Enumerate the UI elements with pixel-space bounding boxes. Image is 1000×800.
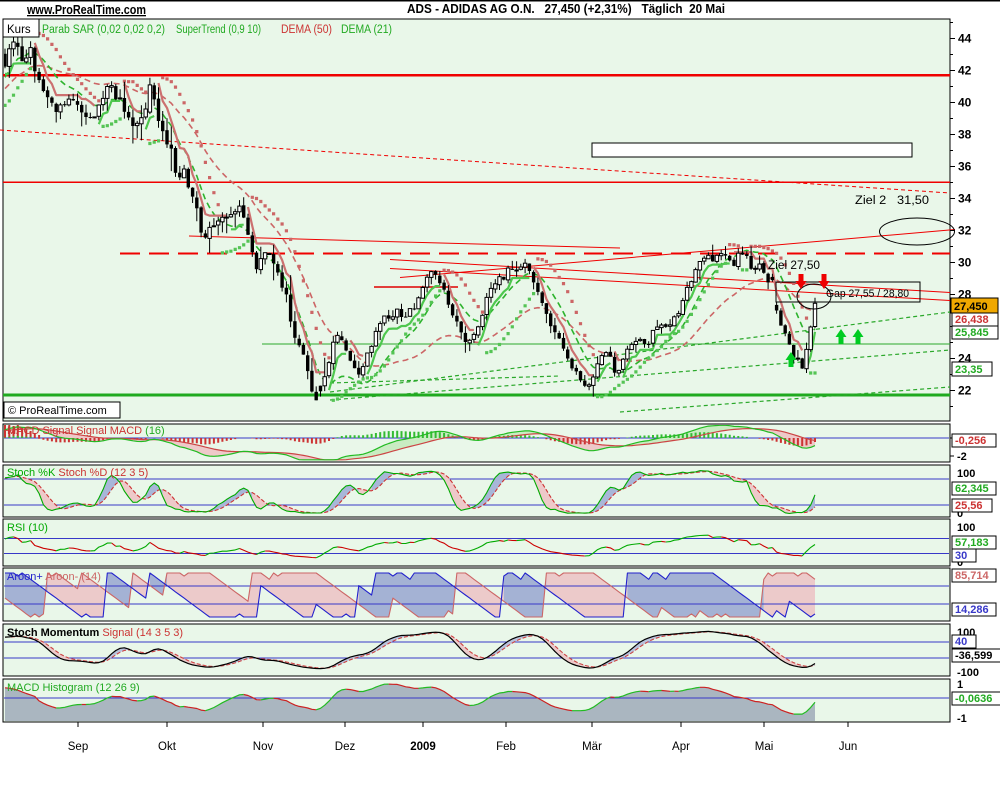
svg-text:Dez: Dez	[335, 741, 356, 753]
svg-text:32: 32	[958, 224, 972, 238]
svg-text:-0,0636: -0,0636	[955, 693, 992, 705]
svg-text:40: 40	[958, 96, 972, 110]
svg-text:34: 34	[958, 192, 972, 206]
svg-text:-1: -1	[957, 713, 967, 725]
svg-text:Feb: Feb	[496, 741, 516, 753]
svg-text:ADS - ADIDAS AG O.N. 27,450: ADS - ADIDAS AG O.N. 27,450 (+2,31%) Täg…	[407, 1, 725, 16]
svg-text:23,35: 23,35	[955, 364, 983, 376]
svg-text:44: 44	[958, 32, 972, 46]
svg-text:Stoch Momentum Signal (14 3 5: Stoch Momentum Signal (14 3 5 3)	[7, 627, 183, 639]
svg-text:MACD Histogram (12 26 9): MACD Histogram (12 26 9)	[7, 682, 140, 694]
svg-text:SuperTrend (0,9 10): SuperTrend (0,9 10)	[176, 24, 261, 36]
svg-text:100: 100	[957, 468, 975, 480]
svg-text:↑: ↑	[759, 261, 764, 272]
svg-text:26,438: 26,438	[955, 314, 989, 326]
svg-text:Nov: Nov	[253, 741, 274, 753]
svg-text:Parab SAR (0,02 0,02 0,2): Parab SAR (0,02 0,02 0,2)	[42, 24, 165, 36]
svg-text:MACD Signal Signal MACD (16): MACD Signal Signal MACD (16)	[7, 425, 165, 437]
svg-text:Mai: Mai	[755, 741, 774, 753]
svg-text:85,714: 85,714	[955, 570, 990, 582]
svg-text:www.ProRealTime.com: www.ProRealTime.com	[26, 2, 146, 17]
svg-text:Mär: Mär	[582, 741, 602, 753]
svg-text:Apr: Apr	[672, 741, 690, 753]
svg-text:36: 36	[958, 160, 972, 174]
svg-text:0: 0	[957, 557, 963, 569]
svg-text:Kurs: Kurs	[7, 24, 31, 36]
svg-text:-36,599: -36,599	[955, 650, 992, 662]
svg-text:DEMA (21): DEMA (21)	[341, 24, 392, 36]
svg-text:1: 1	[957, 679, 963, 691]
svg-text:38: 38	[958, 128, 972, 142]
svg-text:0: 0	[957, 508, 963, 520]
svg-text:27,450: 27,450	[954, 301, 988, 313]
svg-text:2009: 2009	[410, 741, 436, 753]
svg-text:100: 100	[957, 522, 975, 534]
svg-text:Ziel 27,50: Ziel 27,50	[768, 260, 820, 272]
svg-text:Ziel 2 31,50: Ziel 2 31,50	[855, 195, 929, 207]
svg-text:25,845: 25,845	[955, 327, 989, 339]
svg-text:© ProRealTime.com: © ProRealTime.com	[8, 405, 107, 417]
svg-text:-100: -100	[957, 667, 979, 679]
svg-text:14,286: 14,286	[955, 604, 989, 616]
svg-text:62,345: 62,345	[955, 483, 989, 495]
svg-text:30: 30	[958, 256, 972, 270]
svg-text:RSI (10): RSI (10)	[7, 522, 48, 534]
svg-text:Aroon+ Aroon- (14): Aroon+ Aroon- (14)	[7, 571, 101, 583]
svg-text:30: 30	[955, 550, 967, 562]
svg-text:40: 40	[955, 636, 967, 648]
svg-text:22: 22	[958, 384, 972, 398]
svg-text:Jun: Jun	[839, 741, 858, 753]
svg-text:Okt: Okt	[158, 741, 177, 753]
svg-text:57,183: 57,183	[955, 537, 989, 549]
svg-text:25,56: 25,56	[955, 500, 983, 512]
svg-text:Sep: Sep	[68, 741, 88, 753]
svg-text:Stoch %K Stoch %D (12 3 5): Stoch %K Stoch %D (12 3 5)	[7, 467, 148, 479]
svg-text:-2: -2	[957, 451, 967, 463]
svg-text:DEMA (50): DEMA (50)	[281, 24, 332, 36]
svg-text:Gap 27,55 / 28,80: Gap 27,55 / 28,80	[826, 288, 909, 300]
svg-text:-0,256: -0,256	[955, 435, 986, 447]
svg-text:42: 42	[958, 64, 972, 78]
